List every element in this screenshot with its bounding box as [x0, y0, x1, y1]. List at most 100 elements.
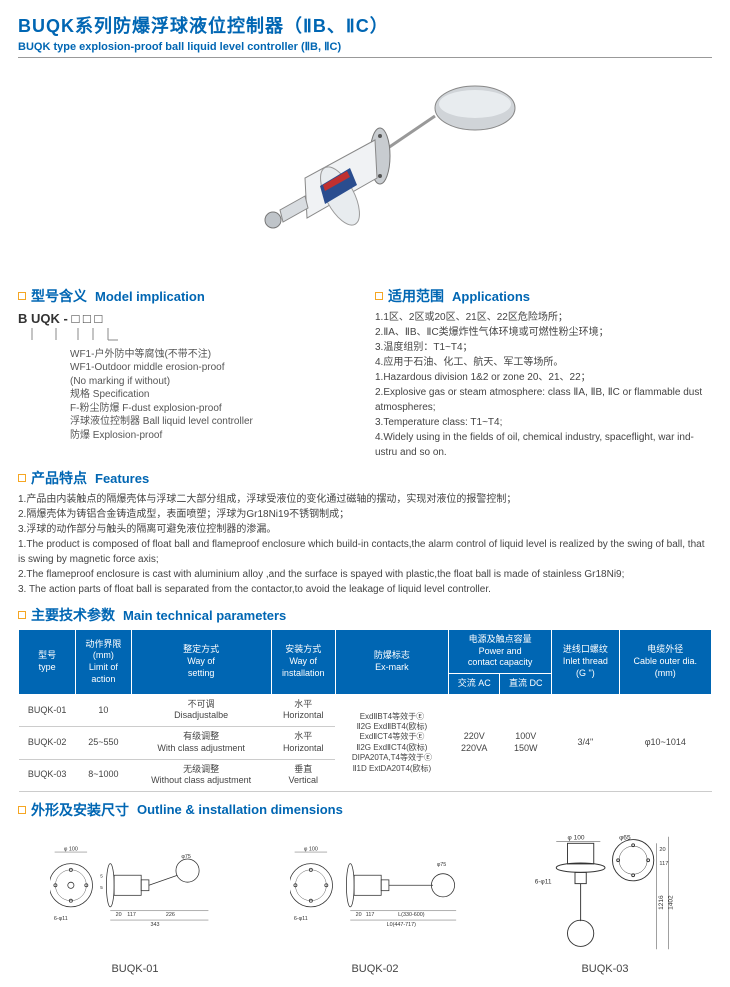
dim-label-02: BUQK-02 — [290, 963, 460, 975]
section-param-en: Main technical parameters — [123, 608, 286, 623]
td-install: 水平Horizontal — [271, 727, 335, 759]
svg-text:226: 226 — [166, 912, 175, 918]
th-install: 安装方式Way ofinstallation — [271, 630, 335, 695]
th-dc: 直流 DC — [500, 674, 552, 695]
section-model-cn: 型号含义 — [31, 286, 87, 306]
td-type: BUQK-03 — [19, 759, 76, 791]
app-item: 3.温度组别：T1~T4； — [375, 340, 712, 355]
app-item: 4.Widely using in the fields of oil, che… — [375, 430, 712, 460]
dim-label-01: BUQK-01 — [50, 963, 220, 975]
td-type: BUQK-01 — [19, 694, 76, 726]
th-power: 电源及触点容量Power andcontact capacity — [449, 630, 552, 674]
section-feat-cn: 产品特点 — [31, 468, 87, 488]
dim-drawing-01: φ 100 6-φ11 φ75 20 117 226 — [50, 828, 220, 958]
dim-drawing-03: φ 100 φ65 6-φ11 20 117 1216 1402 — [530, 828, 680, 958]
app-item: 1.1区、2区或20区、21区、22区危险场所； — [375, 310, 712, 325]
td-setting: 有级调整With class adjustment — [131, 727, 271, 759]
section-model-en: Model implication — [95, 289, 205, 304]
svg-text:6-φ11: 6-φ11 — [294, 916, 308, 922]
section-model-header: 型号含义 Model implication — [18, 286, 355, 306]
model-line: WF1-Outdoor middle erosion-proof — [70, 361, 355, 375]
model-line: WF1-户外防中等腐蚀(不带不注) — [70, 348, 355, 362]
bullet-icon — [18, 474, 26, 482]
td-limit: 25~550 — [76, 727, 131, 759]
dimensions-block: φ 100 6-φ11 φ75 20 117 226 — [18, 828, 712, 975]
section-dim-header: 外形及安装尺寸 Outline & installation dimension… — [18, 800, 712, 820]
bullet-icon — [18, 292, 26, 300]
td-dc: 100V150W — [500, 694, 552, 791]
feat-item: 1.The product is composed of float ball … — [18, 537, 712, 567]
dim-label-03: BUQK-03 — [530, 963, 680, 975]
svg-text:20: 20 — [659, 847, 665, 853]
svg-text:L(330-600): L(330-600) — [398, 912, 425, 918]
table-row: BUQK-01 10 不可调Disadjustalbe 水平Horizontal… — [19, 694, 712, 726]
dim-drawing-02: φ 100 6-φ11 φ75 20 117 L(330-600) — [290, 828, 460, 958]
app-item: 2.Explosive gas or steam atmosphere: cla… — [375, 385, 712, 415]
svg-text:5: 5 — [100, 873, 103, 878]
app-item: 4.应用于石油、化工、航天、军工等场所。 — [375, 355, 712, 370]
th-exmark: 防爆标志Ex-mark — [335, 630, 448, 695]
app-item: 3.Temperature class: T1~T4; — [375, 415, 712, 430]
svg-text:6-φ11: 6-φ11 — [535, 879, 552, 886]
svg-text:L0(447-717): L0(447-717) — [387, 922, 417, 928]
dim-item-01: φ 100 6-φ11 φ75 20 117 226 — [50, 828, 220, 975]
section-feat-en: Features — [95, 471, 149, 486]
applications-list: 1.1区、2区或20区、21区、22区危险场所； 2.ⅡA、ⅡB、ⅡC类爆炸性气… — [375, 310, 712, 460]
svg-text:φ75: φ75 — [181, 854, 191, 860]
td-setting: 不可调Disadjustalbe — [131, 694, 271, 726]
section-param-cn: 主要技术参数 — [31, 605, 115, 625]
th-setting: 整定方式Way ofsetting — [131, 630, 271, 695]
td-exmark: ExdⅡBT4等效于Ⓔ Ⅱ2G ExdⅡBT4(欧标) ExdⅡCT4等效于Ⓔ … — [335, 694, 448, 791]
model-diagram: B UQK - □ □ □ WF1-户外防中等腐蚀(不带不注) WF1-Outd… — [18, 310, 355, 442]
svg-text:20: 20 — [116, 912, 122, 918]
td-limit: 10 — [76, 694, 131, 726]
td-install: 水平Horizontal — [271, 694, 335, 726]
td-setting: 无级调整Without class adjustment — [131, 759, 271, 791]
bullet-icon — [18, 611, 26, 619]
th-thread: 进线口螺纹Inlet thread(G ") — [552, 630, 619, 695]
model-line: F-粉尘防爆 F-dust explosion-proof — [70, 402, 355, 416]
td-thread: 3/4" — [552, 694, 619, 791]
model-bracket-icon — [18, 328, 268, 342]
app-item: 2.ⅡA、ⅡB、ⅡC类爆炸性气体环境或可燃性粉尘环境； — [375, 325, 712, 340]
param-table: 型号type 动作界限(mm)Limit ofaction 整定方式Way of… — [18, 629, 712, 792]
svg-text:φ 100: φ 100 — [304, 846, 318, 852]
section-dim-en: Outline & installation dimensions — [137, 802, 343, 817]
model-line: 防爆 Explosion-proof — [70, 429, 355, 443]
title-underline — [18, 57, 712, 58]
product-illustration — [185, 78, 545, 258]
dim-item-02: φ 100 6-φ11 φ75 20 117 L(330-600) — [290, 828, 460, 975]
feat-item: 2.The flameproof enclosure is cast with … — [18, 567, 712, 582]
model-code: B UQK - □ □ □ — [18, 310, 355, 328]
th-limit: 动作界限(mm)Limit ofaction — [76, 630, 131, 695]
svg-text:20: 20 — [356, 912, 362, 918]
section-dim-cn: 外形及安装尺寸 — [31, 800, 129, 820]
model-explain-lines: WF1-户外防中等腐蚀(不带不注) WF1-Outdoor middle ero… — [70, 348, 355, 443]
bullet-icon — [375, 292, 383, 300]
td-ac: 220V220VA — [449, 694, 500, 791]
th-cable: 电缆外径Cable outer dia.(mm) — [619, 630, 711, 695]
th-ac: 交流 AC — [449, 674, 500, 695]
svg-text:117: 117 — [127, 912, 136, 918]
feat-item: 3.浮球的动作部分与触头的隔离可避免液位控制器的渗漏。 — [18, 522, 712, 537]
td-install: 垂直Vertical — [271, 759, 335, 791]
svg-text:117: 117 — [366, 912, 375, 918]
svg-text:φ 100: φ 100 — [568, 834, 585, 841]
feat-item: 3. The action parts of float ball is sep… — [18, 582, 712, 597]
section-app-cn: 适用范围 — [388, 286, 444, 306]
dim-item-03: φ 100 φ65 6-φ11 20 117 1216 1402 — [530, 828, 680, 975]
th-type: 型号type — [19, 630, 76, 695]
svg-text:φ 100: φ 100 — [64, 846, 78, 852]
section-feat-header: 产品特点 Features — [18, 468, 712, 488]
feat-item: 2.隔爆壳体为铸铝合金铸造成型，表面喷塑；浮球为Gr18Ni19不锈钢制成； — [18, 507, 712, 522]
title-en: BUQK type explosion-proof ball liquid le… — [18, 40, 712, 53]
svg-text:φ65: φ65 — [619, 834, 631, 841]
model-line: 规格 Specification — [70, 388, 355, 402]
feat-item: 1.产品由内装触点的隔爆壳体与浮球二大部分组成，浮球受液位的变化通过磁轴的摆动，… — [18, 492, 712, 507]
svg-text:φ75: φ75 — [437, 862, 447, 868]
model-line: (No marking if without) — [70, 375, 355, 389]
features-list: 1.产品由内装触点的隔爆壳体与浮球二大部分组成，浮球受液位的变化通过磁轴的摆动，… — [18, 492, 712, 597]
section-param-header: 主要技术参数 Main technical parameters — [18, 605, 712, 625]
title-block: BUQK系列防爆浮球液位控制器（ⅡB、ⅡC） BUQK type explosi… — [18, 12, 712, 58]
td-type: BUQK-02 — [19, 727, 76, 759]
